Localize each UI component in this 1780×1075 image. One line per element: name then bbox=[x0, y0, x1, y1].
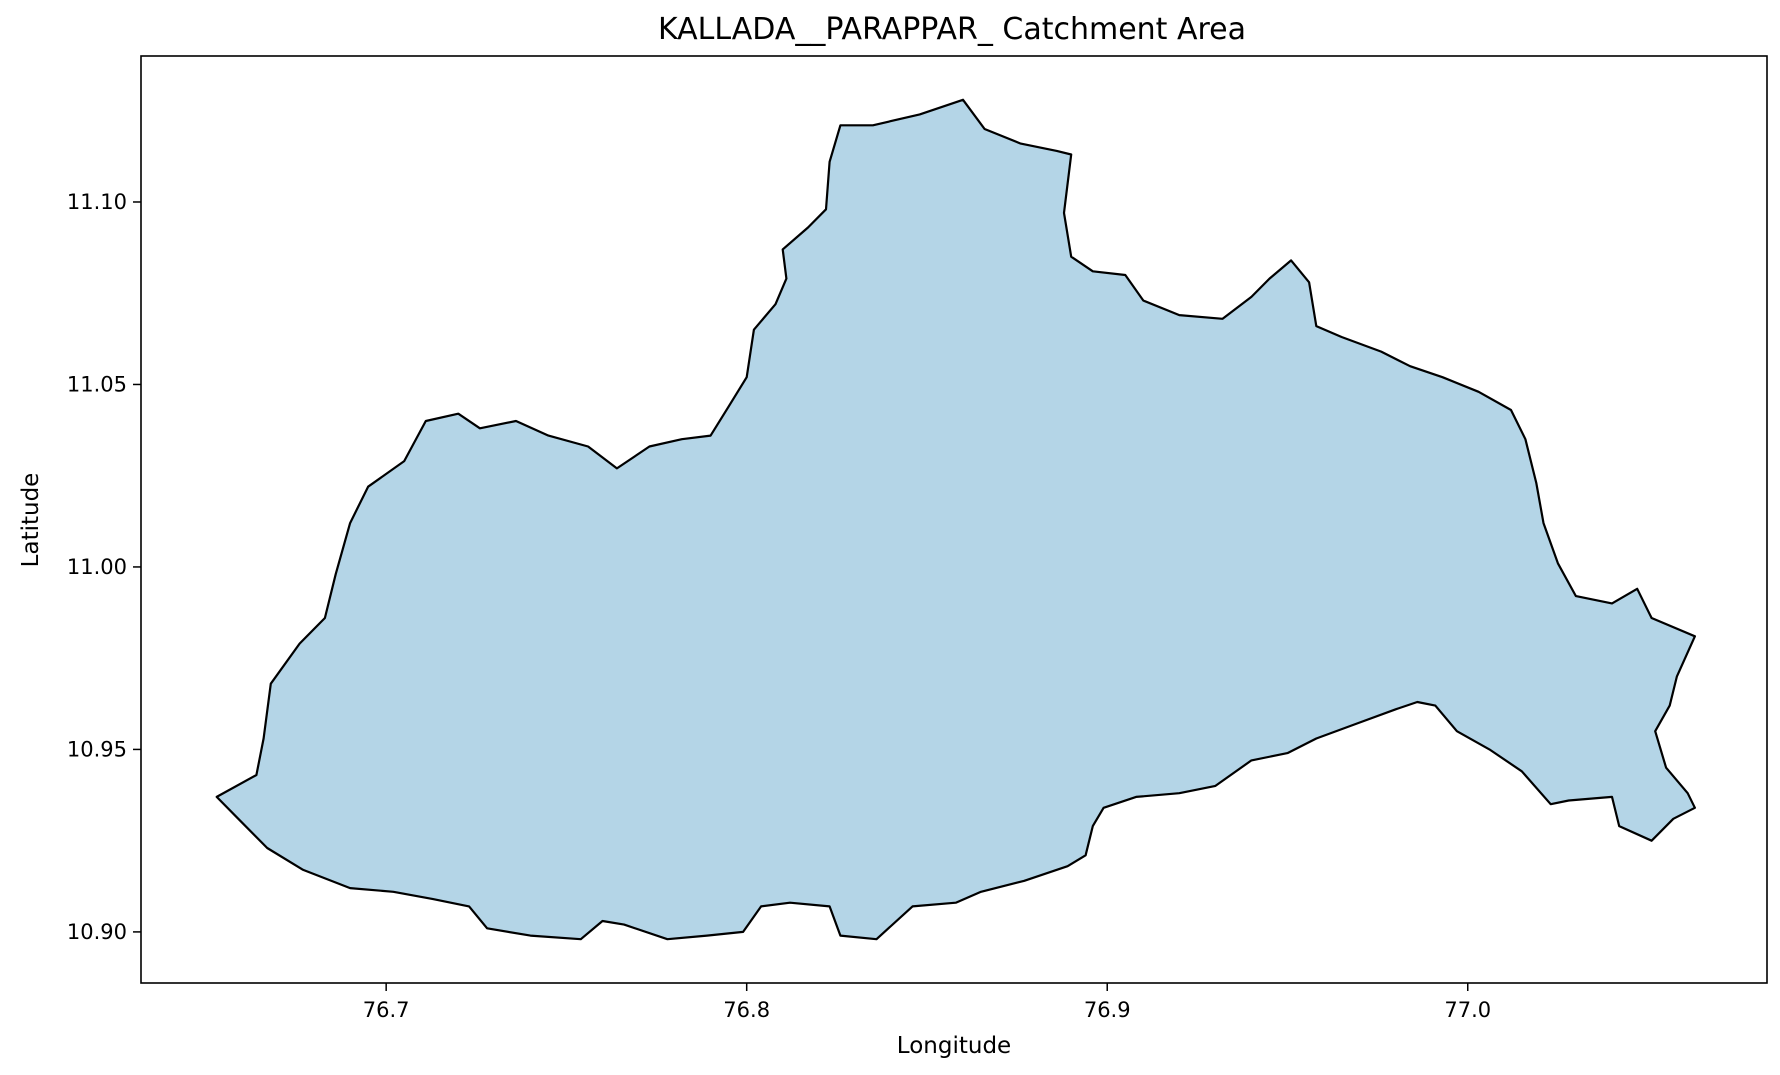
region-layer bbox=[215, 98, 1696, 941]
y-tick-label: 11.10 bbox=[67, 190, 127, 214]
x-axis-ticks: 76.7 76.8 76.9 77.0 bbox=[363, 983, 1491, 1022]
plot-frame bbox=[140, 55, 1768, 984]
y-tick-label: 10.90 bbox=[67, 920, 127, 944]
y-tick-label: 11.00 bbox=[67, 555, 127, 579]
x-tick-label: 76.8 bbox=[723, 998, 770, 1022]
x-axis-label: Longitude bbox=[897, 1033, 1011, 1059]
x-tick-label: 76.9 bbox=[1084, 998, 1131, 1022]
x-tick-label: 77.0 bbox=[1444, 998, 1491, 1022]
y-axis-ticks: 10.90 10.95 11.00 11.05 11.10 bbox=[67, 190, 141, 944]
catchment-area-shape bbox=[215, 98, 1696, 941]
map-title: KALLADA__PARAPPAR_ Catchment Area bbox=[658, 12, 1246, 47]
y-axis-label: Latitude bbox=[18, 473, 44, 568]
x-tick-label: 76.7 bbox=[363, 998, 410, 1022]
y-tick-label: 11.05 bbox=[67, 372, 127, 396]
y-tick-label: 10.95 bbox=[67, 737, 127, 761]
